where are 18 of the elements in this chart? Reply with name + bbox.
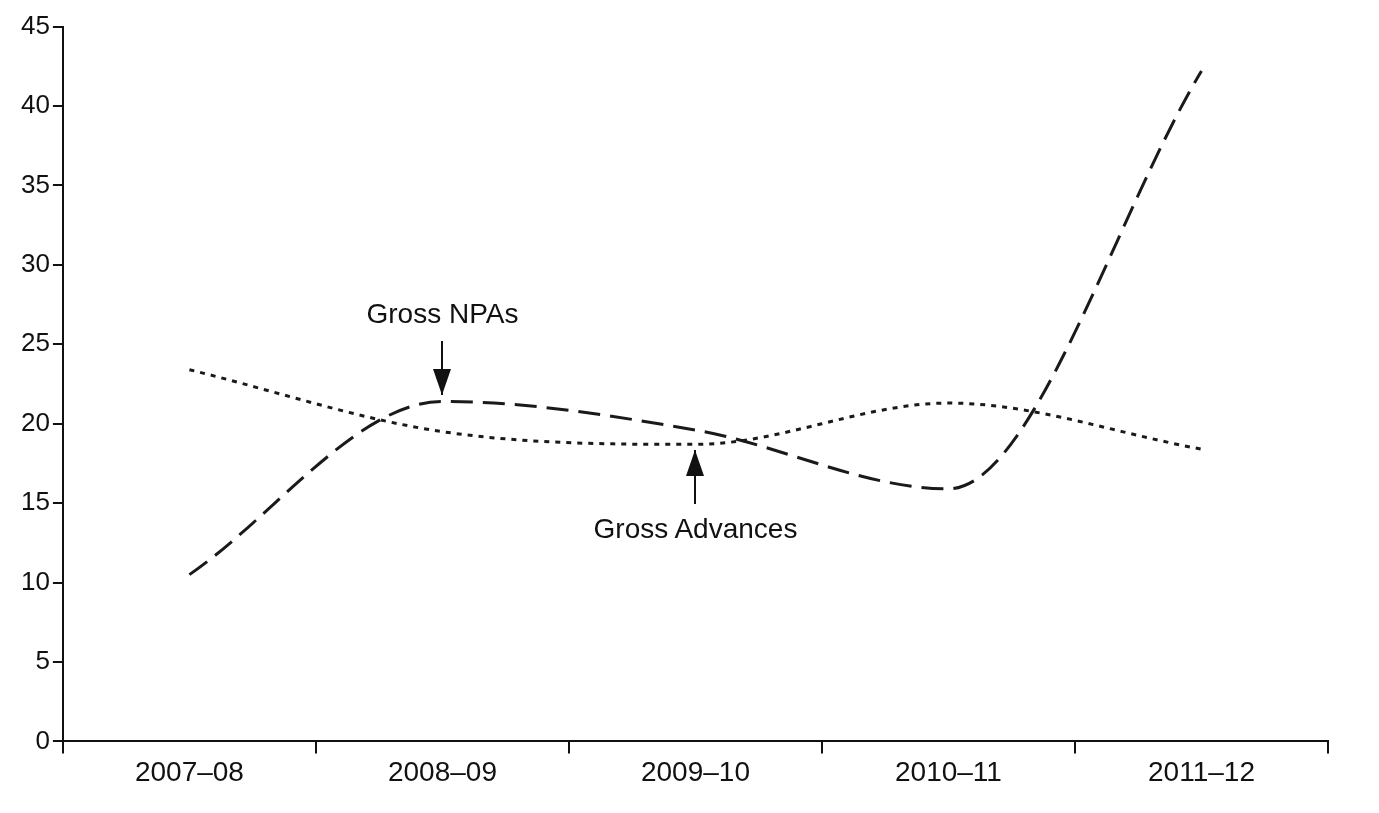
- y-tick-label: 30: [21, 248, 50, 279]
- y-tick-label: 5: [35, 645, 50, 676]
- y-tick-label: 10: [21, 565, 50, 596]
- y-tick-label: 35: [21, 168, 50, 199]
- y-tick-label: 20: [21, 406, 50, 437]
- y-tick-label: 25: [21, 327, 50, 358]
- x-tick-label: 2009–10: [640, 755, 750, 787]
- annotation: Gross NPAs: [366, 298, 519, 330]
- x-tick-label: 2011–12: [1148, 755, 1255, 787]
- x-tick-label: 2007–08: [134, 755, 244, 787]
- y-tick-label: 40: [21, 89, 50, 120]
- annotation: Gross Advances: [593, 513, 798, 545]
- x-tick-label: 2010–11: [895, 755, 1002, 787]
- y-tick-label: 15: [21, 486, 50, 517]
- line-series: [187, 69, 1203, 577]
- x-tick-label: 2008–09: [387, 755, 497, 787]
- y-tick-label: 45: [21, 9, 50, 40]
- y-tick-label: 0: [35, 724, 50, 755]
